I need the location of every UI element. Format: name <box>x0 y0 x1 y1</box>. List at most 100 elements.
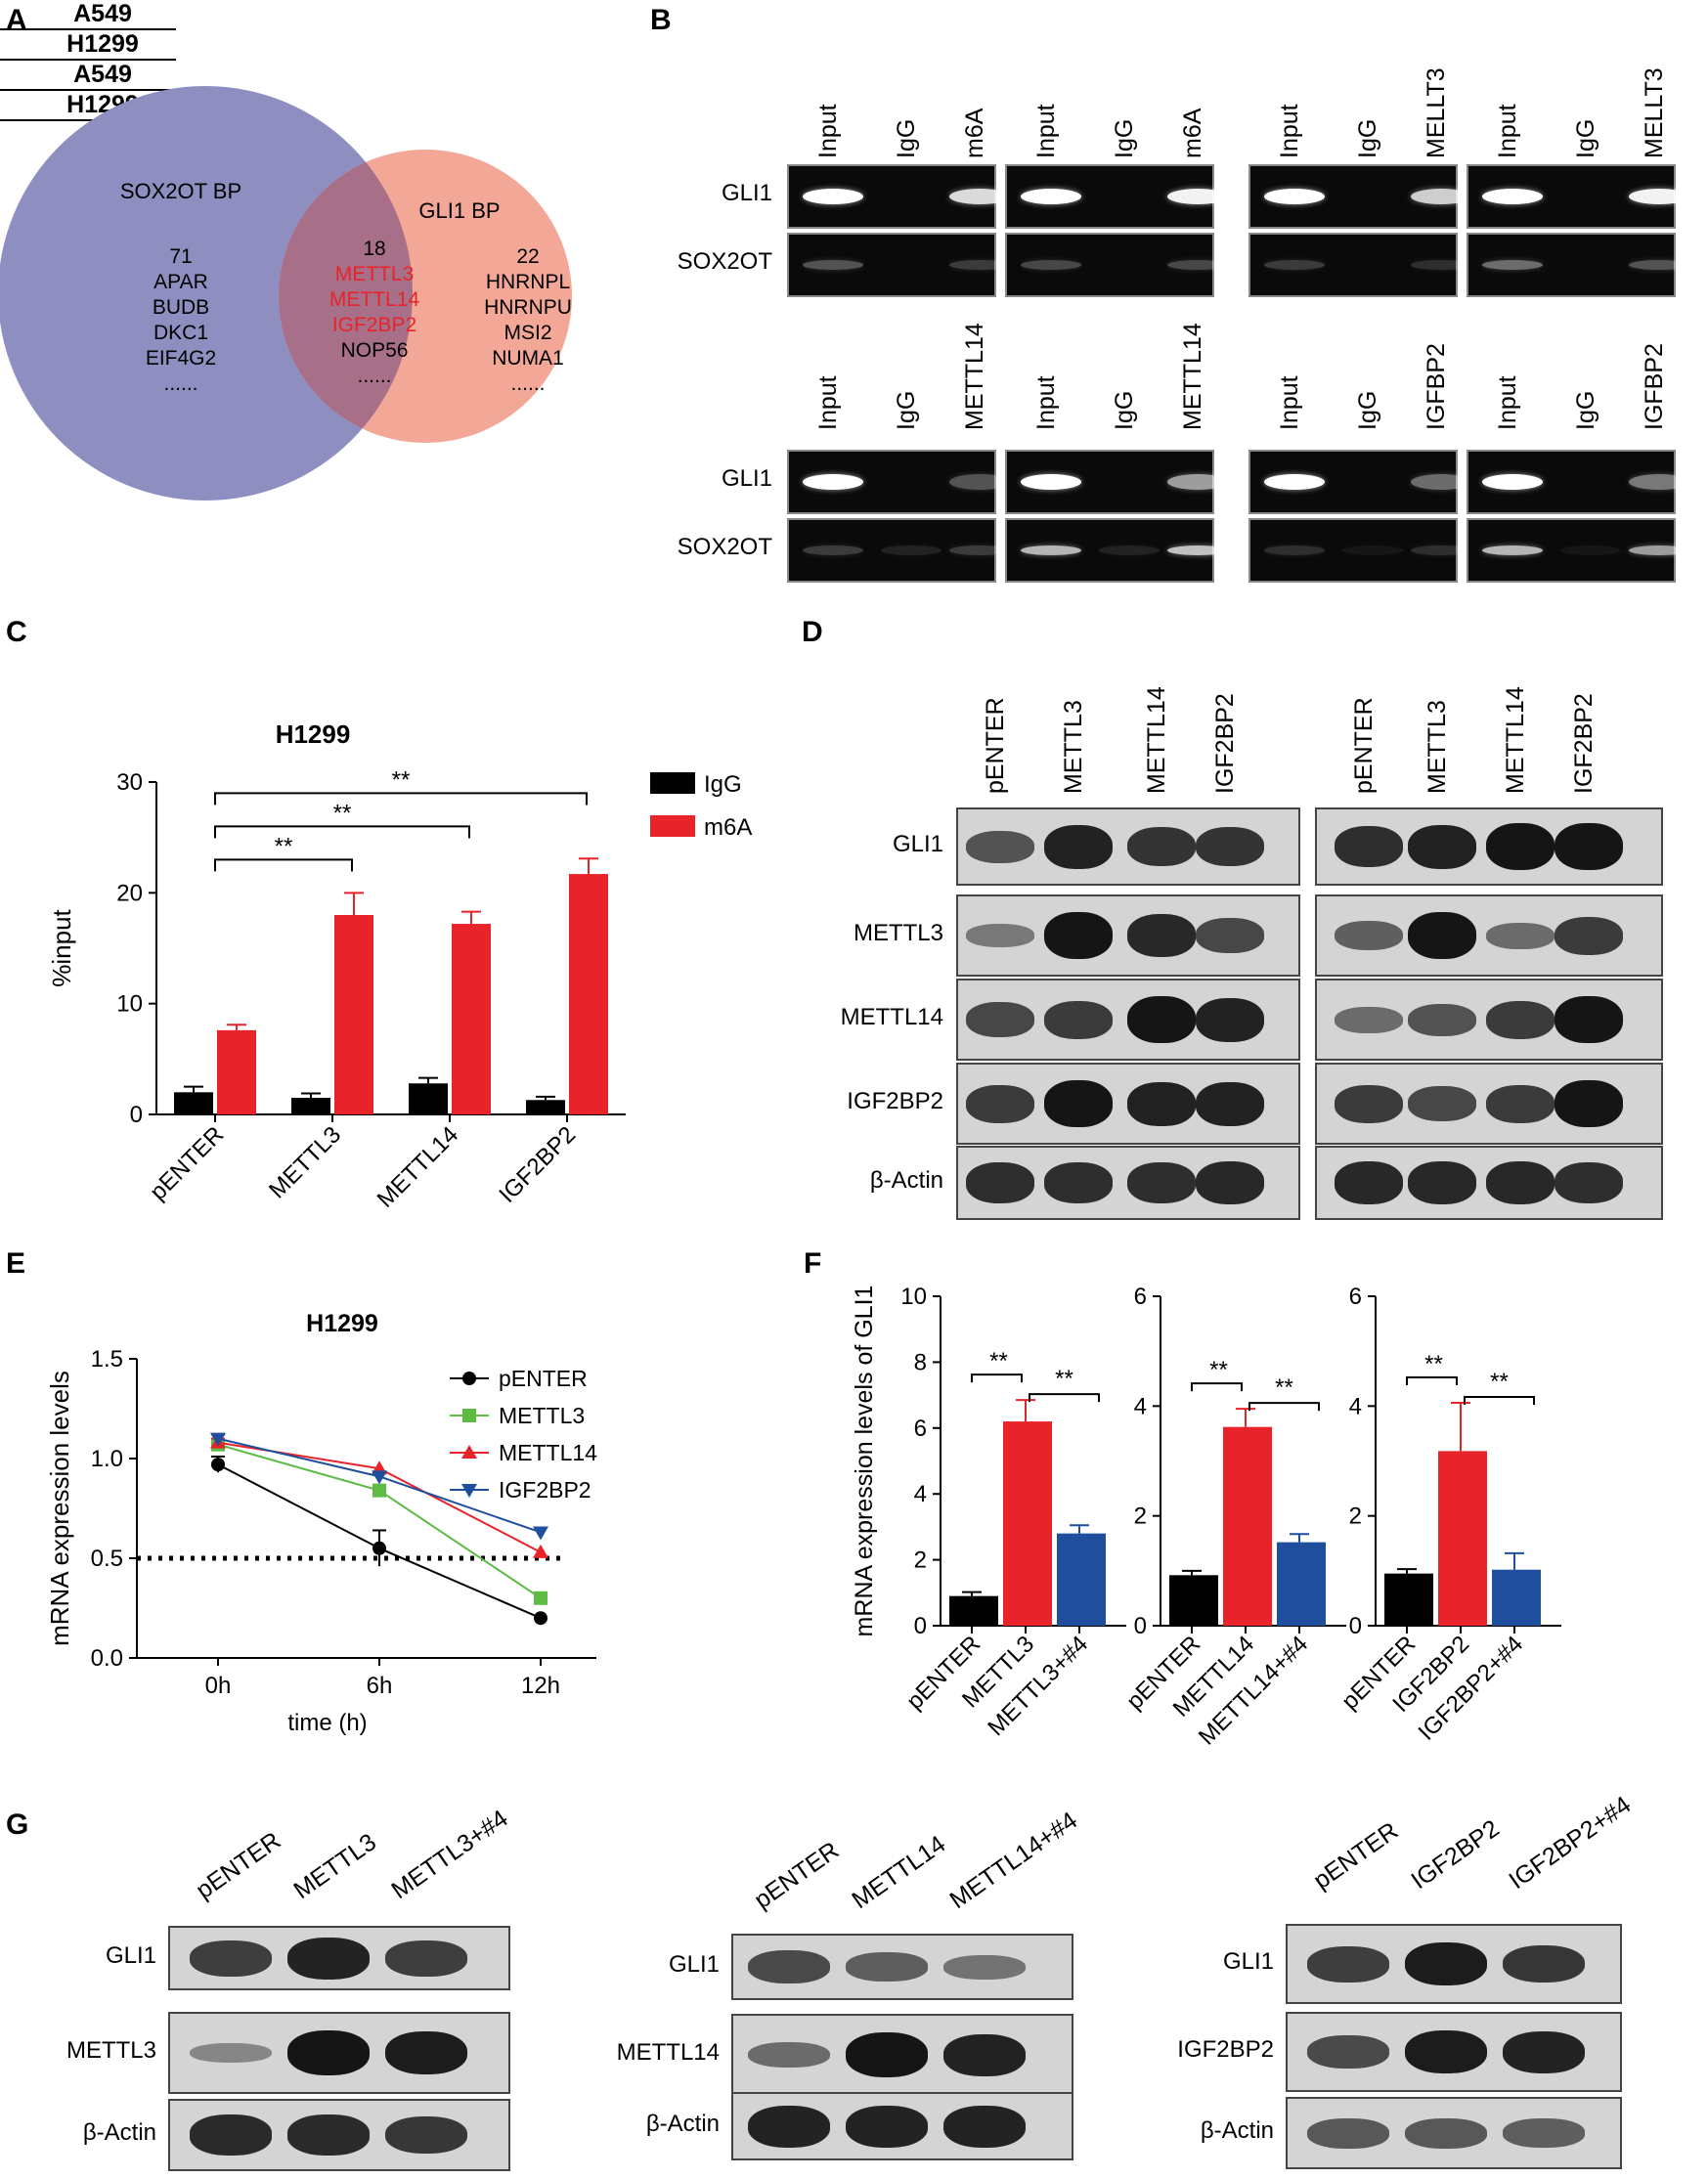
bar <box>1492 1569 1541 1626</box>
rip-lane-label: IGFBP2 <box>1641 343 1668 430</box>
bar <box>1003 1421 1052 1626</box>
blot-row-label: β-Actin <box>869 1167 943 1194</box>
blot-strip <box>1286 2012 1622 2092</box>
blot-lane-label: METTL14+#4 <box>944 1806 1083 1915</box>
gel-row <box>1005 233 1228 297</box>
blot-band <box>1335 826 1403 867</box>
gel-band <box>1167 474 1228 490</box>
gel-row <box>1005 164 1228 229</box>
y-tick-label: 1.0 <box>91 1446 123 1472</box>
legend-label: METTL3 <box>499 1403 585 1428</box>
y-tick-label: 4 <box>1349 1393 1362 1419</box>
blot-band <box>1127 826 1196 867</box>
y-tick-label: 8 <box>914 1349 927 1375</box>
gel-band <box>881 545 942 555</box>
x-tick-label: IGF2BP2 <box>494 1121 581 1208</box>
rip-lane-label: Input <box>1032 104 1060 158</box>
blot-lane-label: METTL3 <box>288 1828 381 1905</box>
gel-row <box>1467 164 1689 229</box>
rip-lane-label: IgG <box>1354 118 1381 158</box>
legend-label: IgG <box>704 771 742 798</box>
blot-strip <box>1286 2097 1622 2169</box>
data-point <box>533 1526 548 1541</box>
significance-bracket <box>1248 1402 1320 1412</box>
rip-lane-label: IgG <box>1572 390 1599 430</box>
gel-band <box>1629 474 1689 490</box>
significance-label: ** <box>1275 1374 1293 1401</box>
gel-row-label: GLI1 <box>721 465 772 492</box>
y-tick-label: 0 <box>130 1102 143 1128</box>
blot-band <box>1408 1086 1476 1121</box>
blot-band <box>1503 2030 1585 2073</box>
significance-bracket <box>1029 1393 1100 1403</box>
venn-item: APAR <box>153 271 208 293</box>
gel-row <box>787 450 1010 514</box>
blot-band <box>1307 2035 1389 2069</box>
gel-band <box>1342 545 1403 555</box>
rip-lane-label: IGFBP2 <box>1423 343 1450 430</box>
rip-group-header: H1299 <box>66 30 139 58</box>
blot-band <box>1408 912 1476 959</box>
y-tick-label: 6 <box>914 1416 927 1442</box>
rip-lane-label: m6A <box>961 108 988 158</box>
y-axis-label: %input <box>47 908 76 986</box>
blot-lane-label: METTL14 <box>1502 686 1529 794</box>
blot-strip <box>956 807 1300 886</box>
blot-band <box>385 2030 467 2075</box>
venn-item: MSI2 <box>504 322 552 344</box>
blot-band <box>748 2041 830 2069</box>
blot-lane-label: METTL3+#4 <box>386 1804 513 1905</box>
gel-band <box>1411 189 1471 204</box>
blot-band <box>1555 823 1623 870</box>
data-point <box>211 1458 225 1472</box>
panel-label-d: D <box>802 616 823 648</box>
blot-strip <box>1286 1924 1622 2004</box>
blot-band <box>1503 2118 1585 2148</box>
panel-label-g: G <box>6 1809 29 1841</box>
rip-lane-label: Input <box>1276 375 1303 430</box>
blot-row-label: IGF2BP2 <box>847 1088 943 1114</box>
blot-lane-label: pENTER <box>1350 697 1378 794</box>
gel-row <box>1248 233 1471 297</box>
data-point <box>372 1483 386 1498</box>
gel-band <box>1167 545 1228 555</box>
blot-band <box>287 1937 370 1980</box>
significance-bracket <box>214 792 588 806</box>
panel-label-a: A <box>6 4 27 36</box>
blot-lane-label: pENTER <box>191 1826 286 1905</box>
data-point <box>534 1591 547 1605</box>
venn-overlap-list: 18 METTL3 METTL14 IGF2BP2 NOP56...... <box>311 237 438 389</box>
y-tick-label: 6 <box>1349 1284 1362 1310</box>
rip-lane-label: IgG <box>893 390 920 430</box>
gel-band <box>1560 545 1621 555</box>
blot-row-label: GLI1 <box>1222 1948 1274 1975</box>
significance-bracket <box>971 1373 1023 1383</box>
legend-label: pENTER <box>499 1366 588 1391</box>
blot-band <box>846 2105 928 2148</box>
chart-title: H1299 <box>276 719 351 749</box>
rip-lane-label: Input <box>1276 104 1303 158</box>
blot-band <box>190 2114 272 2156</box>
gel-band <box>949 545 1010 555</box>
bar <box>291 1098 330 1114</box>
venn-item: DKC1 <box>153 322 209 344</box>
bar <box>1384 1573 1433 1626</box>
significance-bracket <box>214 858 353 872</box>
gel-band <box>1629 260 1689 270</box>
blot-strip <box>168 2099 510 2171</box>
rip-lane-label: IgG <box>1572 118 1599 158</box>
blot-row-label: METTL14 <box>840 1004 943 1030</box>
venn-item: 18 <box>363 238 386 260</box>
panel-label-f: F <box>804 1247 822 1280</box>
blot-band <box>385 2115 467 2155</box>
x-tick-label: 0h <box>205 1673 232 1699</box>
gel-band <box>1411 545 1471 555</box>
significance-label: ** <box>989 1348 1008 1374</box>
data-point <box>534 1611 547 1626</box>
data-point <box>533 1544 548 1558</box>
gel-band <box>1482 545 1543 555</box>
rip-group-underline <box>0 89 176 91</box>
blot-band <box>287 2114 370 2156</box>
significance-label: ** <box>333 800 352 826</box>
gel-row <box>787 518 1010 583</box>
